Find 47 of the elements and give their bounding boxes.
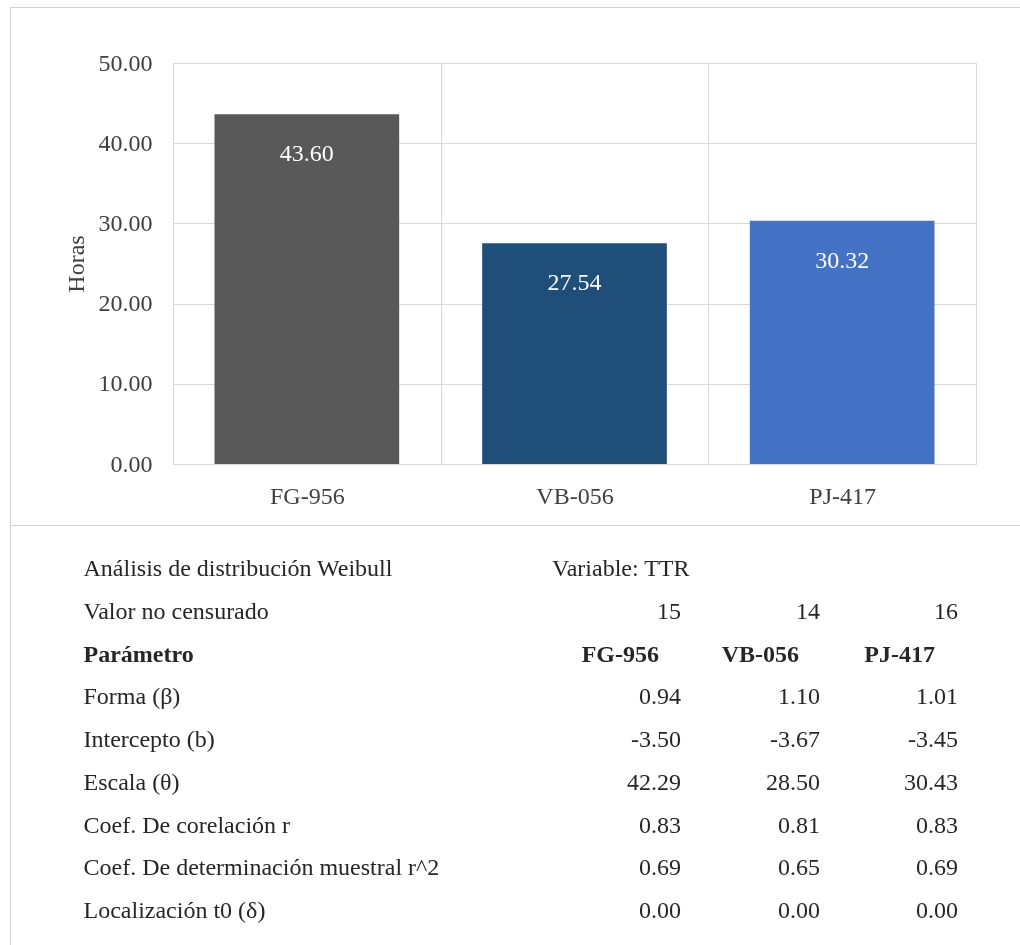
- text: Coef. De determinación muestral r^2: [83, 854, 440, 881]
- text: 1.01: [916, 683, 958, 710]
- text: Intercepto (b): [83, 726, 215, 753]
- text: Forma (β): [83, 683, 181, 710]
- text: 15: [657, 598, 681, 624]
- text: 14: [796, 598, 820, 624]
- x-tick-label: VB-056: [536, 482, 614, 509]
- text: -3.50: [631, 726, 681, 753]
- text: 30.43: [904, 768, 958, 795]
- text: PJ-417: [864, 640, 935, 667]
- y-tick-label: 50.00: [98, 49, 153, 76]
- text: VB-056: [721, 640, 799, 667]
- text: 0.83: [639, 811, 681, 838]
- text: 1.10: [778, 683, 820, 710]
- text: -3.45: [908, 726, 958, 753]
- text: 0.69: [916, 854, 958, 881]
- text: 28.50: [766, 768, 820, 795]
- data-label: 30.32: [815, 246, 870, 273]
- text: FG-956: [581, 640, 659, 667]
- text: 0.94: [639, 683, 681, 710]
- text: Variable: TTR: [552, 555, 690, 581]
- x-tick-label: FG-956: [270, 482, 345, 509]
- text: 16: [934, 598, 958, 624]
- text: Localización t0 (δ): [83, 896, 266, 923]
- text: 0.00: [778, 896, 820, 923]
- y-tick-label: 20.00: [98, 290, 153, 317]
- text: 42.29: [627, 768, 681, 795]
- text: -3.67: [770, 726, 820, 753]
- text: Valor no censurado: [83, 598, 269, 624]
- text: 0.81: [778, 811, 820, 838]
- y-tick-label: 10.00: [98, 370, 153, 397]
- text: 0.00: [639, 896, 681, 923]
- y-tick-label: 30.00: [98, 209, 153, 236]
- text: Coef. De corelación r: [83, 811, 291, 838]
- text: 0.65: [778, 854, 820, 881]
- text: Escala (θ): [83, 768, 180, 795]
- data-label: 43.60: [279, 140, 334, 167]
- data-label: 27.54: [547, 269, 602, 296]
- x-tick-label: PJ-417: [809, 482, 877, 509]
- text: 0.83: [916, 811, 958, 838]
- text: 0.69: [639, 854, 681, 881]
- text: 0.00: [916, 896, 958, 923]
- text: Parámetro: [83, 640, 194, 667]
- y-tick-label: 40.00: [98, 129, 153, 156]
- y-axis-title: Horas: [62, 235, 89, 293]
- text: Análisis de distribución Weibull: [83, 555, 393, 581]
- y-tick-label: 0.00: [110, 450, 153, 477]
